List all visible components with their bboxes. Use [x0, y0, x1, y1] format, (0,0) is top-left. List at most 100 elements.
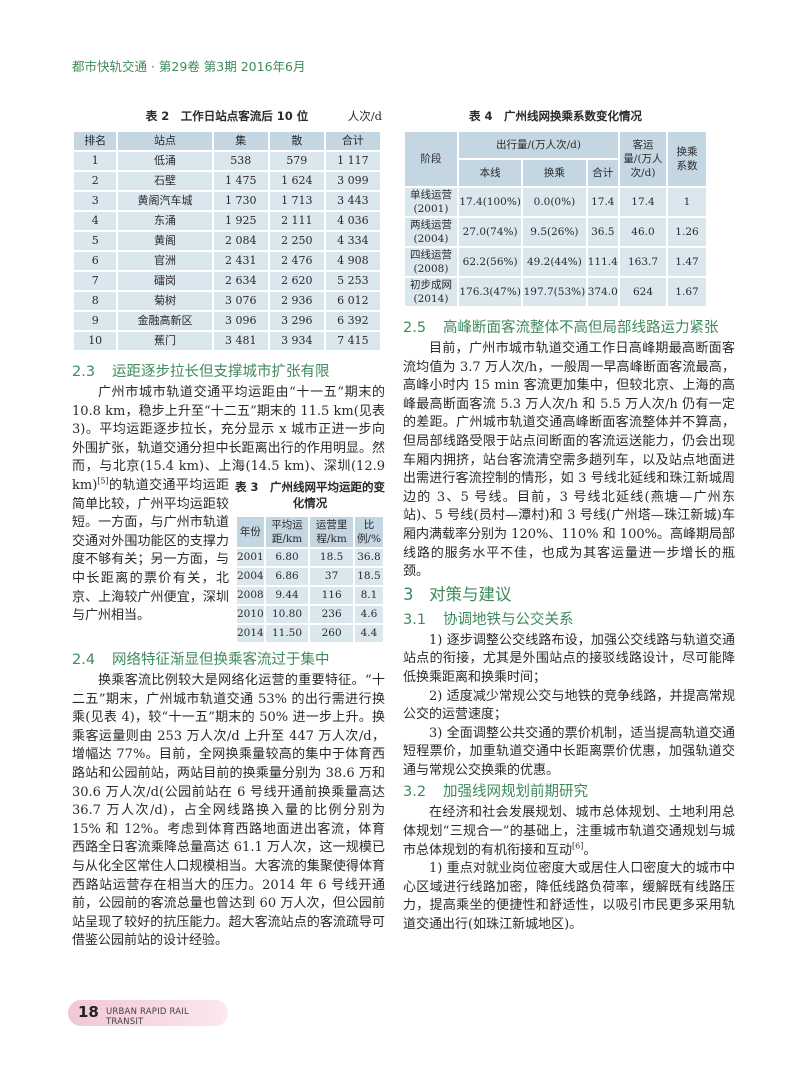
- table-cell: 18.5: [352, 565, 386, 587]
- table-cell: 7: [71, 270, 119, 292]
- table-row: 4 东涌 1 925 2 111 4 036: [71, 210, 383, 232]
- table-cell: 1 624: [267, 170, 326, 192]
- column-header: 站点: [116, 130, 214, 152]
- table-row: 10 蕉门 3 481 3 934 7 415: [71, 330, 383, 352]
- table-cell: 197.7(53%): [521, 276, 588, 308]
- table-cell: 8.1: [352, 584, 386, 606]
- column-header: 集: [211, 130, 270, 152]
- table-cell: 8: [71, 290, 119, 312]
- table-cell: 1: [71, 150, 119, 172]
- section-title: 加强线网规划前期研究: [443, 784, 588, 801]
- table-row: 2004 6.86 37 18.5: [235, 565, 386, 587]
- table-row: 四线运营(2008) 62.2(56%) 49.2(44%) 111.4 163.7 1.…: [403, 246, 708, 278]
- table-row: 初步成网(2014) 176.3(47%) 197.7(53%) 374.0 624 1.…: [403, 276, 708, 308]
- table-cell: 2 476: [267, 250, 326, 272]
- right-column: 表 4 广州线网换乘系数变化情况 阶段 出行量/(万人次/d) 客运量/(万人次…: [403, 108, 735, 935]
- table-cell: 2 111: [267, 210, 326, 232]
- table-cell: 27.0(74%): [456, 216, 524, 248]
- table-3-grid: 年份 平均运距/km 运营里程/km 比例/% 2001 6.80 18.5 36.8 200…: [235, 514, 386, 644]
- table-row: 7 礌岗 2 634 2 620 5 253: [71, 270, 383, 292]
- table-row: 2014 11.50 260 4.4: [235, 622, 386, 644]
- table-cell: 初步成网(2014): [403, 276, 459, 308]
- table-cell: 黄阁汽车城: [116, 190, 214, 212]
- table-cell: 石壁: [116, 170, 214, 192]
- citation[interactable]: [6]: [572, 841, 584, 851]
- table-cell: 10: [71, 330, 119, 352]
- table-cell: 3 096: [211, 310, 270, 332]
- section-2-3-heading: 2.3 运距逐步拉长但支撑城市扩张有限: [72, 360, 385, 384]
- table-4-grid: 阶段 出行量/(万人次/d) 客运量/(万人次/d) 换乘系数 本线 换乘 合计…: [403, 130, 708, 308]
- column-header: 散: [267, 130, 326, 152]
- table-cell: 2008: [235, 584, 266, 606]
- table-cell: 3 443: [323, 190, 383, 212]
- table-cell: 176.3(47%): [456, 276, 524, 308]
- table-cell: 3 481: [211, 330, 270, 352]
- table-cell: 6 392: [323, 310, 383, 332]
- column-header: 运营里程/km: [308, 514, 355, 549]
- table-cell: 4 334: [323, 230, 383, 252]
- table-cell: 538: [211, 150, 270, 172]
- section-number: 3.1: [403, 611, 427, 628]
- table-cell: 2 431: [211, 250, 270, 272]
- table-cell: 蕉门: [116, 330, 214, 352]
- running-header: 都市快轨交通 · 第29卷 第3期 2016年6月: [72, 59, 306, 74]
- table-cell: 17.4: [585, 186, 621, 218]
- section-number: 3.2: [403, 784, 427, 801]
- table-cell: 3: [71, 190, 119, 212]
- table-row: 2008 9.44 116 8.1: [235, 584, 386, 606]
- table-cell: 1 475: [211, 170, 270, 192]
- col-stage: 阶段: [403, 130, 459, 188]
- table-row: 2001 6.80 18.5 36.8: [235, 546, 386, 568]
- table-cell: 3 099: [323, 170, 383, 192]
- table-3: 表 3 广州线网平均运距的变化情况 年份 平均运距/km 运营里程/km 比例/% 2…: [235, 479, 385, 644]
- table-cell: 6.86: [263, 565, 311, 587]
- table-cell: 0.0(0%): [521, 186, 588, 218]
- section-2-3-paragraph: 广州市城市轨道交通平均运距由“十一五”期末的 10.8 km，稳步上升至“十二五…: [72, 384, 385, 644]
- table-cell: 2 084: [211, 230, 270, 252]
- text: 在经济和社会发展规划、城市总体规划、土地利用总体规划“三规合一”的基础上，注重城…: [403, 805, 735, 858]
- table-cell: 3 076: [211, 290, 270, 312]
- table-2-unit: 人次/d: [347, 109, 382, 123]
- table-cell: 49.2(44%): [521, 246, 588, 278]
- table-cell: 4.6: [352, 603, 386, 625]
- list-item: 1) 重点对就业岗位密度大或居住人口密度大的城市中心区域进行线路加密，降低线路负…: [403, 861, 735, 933]
- table-cell: 36.8: [352, 546, 386, 568]
- table-cell: 4: [71, 210, 119, 232]
- table-cell: 2 250: [267, 230, 326, 252]
- section-3-heading: 3 对策与建议: [403, 582, 735, 608]
- section-title: 高峰断面客流整体不高但局部线路运力紧张: [443, 320, 719, 336]
- text: 广州市城市轨道交通平均运距由“十一五”期末的 10.8 km，稳步上升至“十二五…: [72, 385, 385, 493]
- table-cell: 黄阁: [116, 230, 214, 252]
- citation[interactable]: [5]: [97, 476, 109, 486]
- list-item: 3) 全面调整公共交通的票价机制，适当提高轨道交通短程票价，加重轨道交通中长距离…: [403, 725, 735, 778]
- page-number: 18: [78, 1003, 99, 1021]
- table-cell: 9.44: [263, 584, 311, 606]
- table-row: 两线运营(2004) 27.0(74%) 9.5(26%) 36.5 46.0 1.26: [403, 216, 708, 248]
- journal-name-en: URBAN RAPID RAIL TRANSIT: [106, 1007, 189, 1027]
- table-row: 9 金融高新区 3 096 3 296 6 392: [71, 310, 383, 332]
- table-cell: 1 713: [267, 190, 326, 212]
- table-cell: 1: [666, 186, 708, 218]
- section-title: 协调地铁与公交关系: [443, 611, 574, 628]
- table-cell: 46.0: [618, 216, 668, 248]
- table-cell: 3 934: [267, 330, 326, 352]
- section-3-2-heading: 3.2 加强线网规划前期研究: [403, 780, 735, 804]
- table-cell: 1.47: [666, 246, 708, 278]
- table-row: 2 石壁 1 475 1 624 3 099: [71, 170, 383, 192]
- table-cell: 2 936: [267, 290, 326, 312]
- table-row: 2010 10.80 236 4.6: [235, 603, 386, 625]
- table-cell: 四线运营(2008): [403, 246, 459, 278]
- col-own: 本线: [456, 158, 524, 188]
- section-number: 2.3: [72, 364, 96, 380]
- section-number: 3: [403, 584, 414, 604]
- table-cell: 374.0: [585, 276, 621, 308]
- table-row: 1 低涌 538 579 1 117: [71, 150, 383, 172]
- table-cell: 11.50: [263, 622, 311, 644]
- col-trips: 出行量/(万人次/d): [457, 130, 620, 160]
- table-2-title: 表 2 工作日站点客流后 10 位: [145, 109, 309, 123]
- table-cell: 5: [71, 230, 119, 252]
- table-cell: 4.4: [352, 622, 386, 644]
- table-cell: 624: [618, 276, 668, 308]
- table-cell: 菊树: [116, 290, 214, 312]
- table-cell: 低涌: [116, 150, 214, 172]
